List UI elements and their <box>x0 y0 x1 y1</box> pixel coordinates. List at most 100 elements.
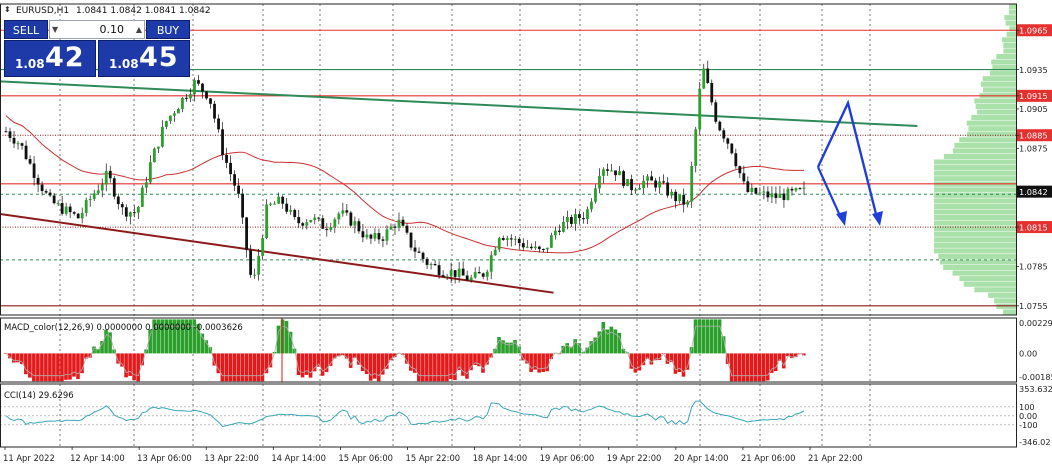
candle-body <box>401 219 405 226</box>
panel-frames <box>0 3 1017 448</box>
macd-bar <box>413 353 417 373</box>
bid-price-button[interactable]: 1.08 42 <box>4 40 96 77</box>
candle-body <box>321 218 325 229</box>
macd-bar <box>224 353 229 382</box>
macd-bar <box>308 353 313 378</box>
price-tick-label: 1.0915 <box>1019 91 1048 101</box>
candle-body <box>582 218 585 220</box>
cci-panel <box>0 400 1016 428</box>
candle-body <box>694 129 698 167</box>
candle-body <box>333 219 337 228</box>
forecast-arrow-head <box>836 211 847 226</box>
volume-profile-bar <box>967 131 1016 137</box>
candle-body <box>770 193 774 198</box>
lot-decrease-icon[interactable]: ▼ <box>52 25 59 34</box>
macd-bar <box>589 341 594 354</box>
macd-bar <box>753 353 758 382</box>
volume-profile <box>934 4 1016 315</box>
macd-bar <box>348 353 353 368</box>
macd-panel <box>4 318 806 382</box>
candle-body <box>425 258 429 265</box>
macd-bar <box>597 331 602 354</box>
lot-size-value[interactable]: 0.10 <box>99 23 125 36</box>
candle-body <box>794 188 798 191</box>
candle-body <box>417 251 421 253</box>
buy-button[interactable]: BUY <box>146 20 190 39</box>
candle-body <box>281 196 285 204</box>
macd-bar <box>260 353 265 382</box>
level-price-tag <box>1017 24 1052 37</box>
bid-price-prefix: 1.08 <box>15 57 45 71</box>
price-tick-label: 1.0785 <box>1019 262 1048 272</box>
macd-bar <box>92 346 96 354</box>
candle-body <box>598 175 601 189</box>
volume-profile-bar <box>934 220 1016 226</box>
macd-bar <box>264 353 269 374</box>
macd-bar <box>561 345 565 354</box>
candle-body <box>465 275 469 281</box>
candle-body <box>662 181 666 183</box>
macd-bar <box>745 353 750 382</box>
candle-body <box>213 103 216 119</box>
macd-label: MACD_color(12,26,9) 0.0000000 0.0000000 … <box>4 323 243 333</box>
candle-body <box>124 207 128 217</box>
candle-body <box>525 246 529 248</box>
chart-header: ⬍ EURUSD,H1 1.0841 1.0842 1.0841 1.0842 <box>4 5 211 16</box>
candle-body <box>265 204 269 239</box>
grid-lines <box>59 4 871 447</box>
candle-body <box>297 217 301 224</box>
macd-bar <box>737 353 742 382</box>
candle-body <box>618 171 621 176</box>
volume-profile-bar <box>977 109 1016 115</box>
candle-body <box>642 180 645 189</box>
macd-bar <box>705 319 710 354</box>
time-tick-label: 13 Apr 22:00 <box>204 453 259 463</box>
candle-body <box>730 143 734 154</box>
ask-price-button[interactable]: 1.08 45 <box>98 40 190 77</box>
volume-profile-bar <box>1004 15 1016 21</box>
candle-body <box>433 264 437 266</box>
macd-bar <box>88 353 92 358</box>
volume-profile-bar <box>1008 9 1016 15</box>
candle-body <box>209 98 212 104</box>
candle-body <box>630 179 633 191</box>
candlesticks <box>4 60 806 284</box>
candle-body <box>586 209 589 220</box>
macd-bar <box>437 353 441 382</box>
candle-body <box>566 217 569 222</box>
volume-profile-bar <box>934 242 1016 248</box>
macd-bar <box>713 319 718 354</box>
lot-size-field[interactable]: ▼ 0.10 ▲ <box>49 20 145 39</box>
candle-body <box>489 255 493 272</box>
candle-body <box>594 188 597 202</box>
time-tick-label: 12 Apr 14:00 <box>70 453 125 463</box>
macd-bar <box>669 353 674 363</box>
level-price-tag <box>1017 221 1052 234</box>
price-tick-label: 1.0885 <box>1019 130 1048 140</box>
macd-bar <box>220 353 225 382</box>
candle-body <box>413 247 417 252</box>
candle-body <box>726 138 730 144</box>
macd-bar <box>465 353 469 379</box>
candle-body <box>521 243 525 248</box>
macd-bar <box>489 353 493 358</box>
candle-body <box>273 203 277 205</box>
macd-bar <box>409 353 413 371</box>
candle-body <box>678 194 682 202</box>
volume-profile-bar <box>994 298 1016 304</box>
panel-frame <box>0 317 1017 383</box>
candle-body <box>289 209 293 212</box>
lot-increase-icon[interactable]: ▲ <box>135 25 142 34</box>
macd-bar <box>633 353 638 373</box>
volume-profile-bar <box>982 87 1016 93</box>
sell-button[interactable]: SELL <box>4 20 48 39</box>
candle-body <box>553 230 557 236</box>
macd-bar <box>609 326 614 354</box>
candle-body <box>24 145 28 160</box>
volume-profile-bar <box>934 237 1016 243</box>
candle-body <box>140 187 144 207</box>
macd-bar <box>320 353 325 376</box>
candle-body <box>469 277 473 281</box>
cci-tick-label: 100 <box>1019 402 1035 412</box>
